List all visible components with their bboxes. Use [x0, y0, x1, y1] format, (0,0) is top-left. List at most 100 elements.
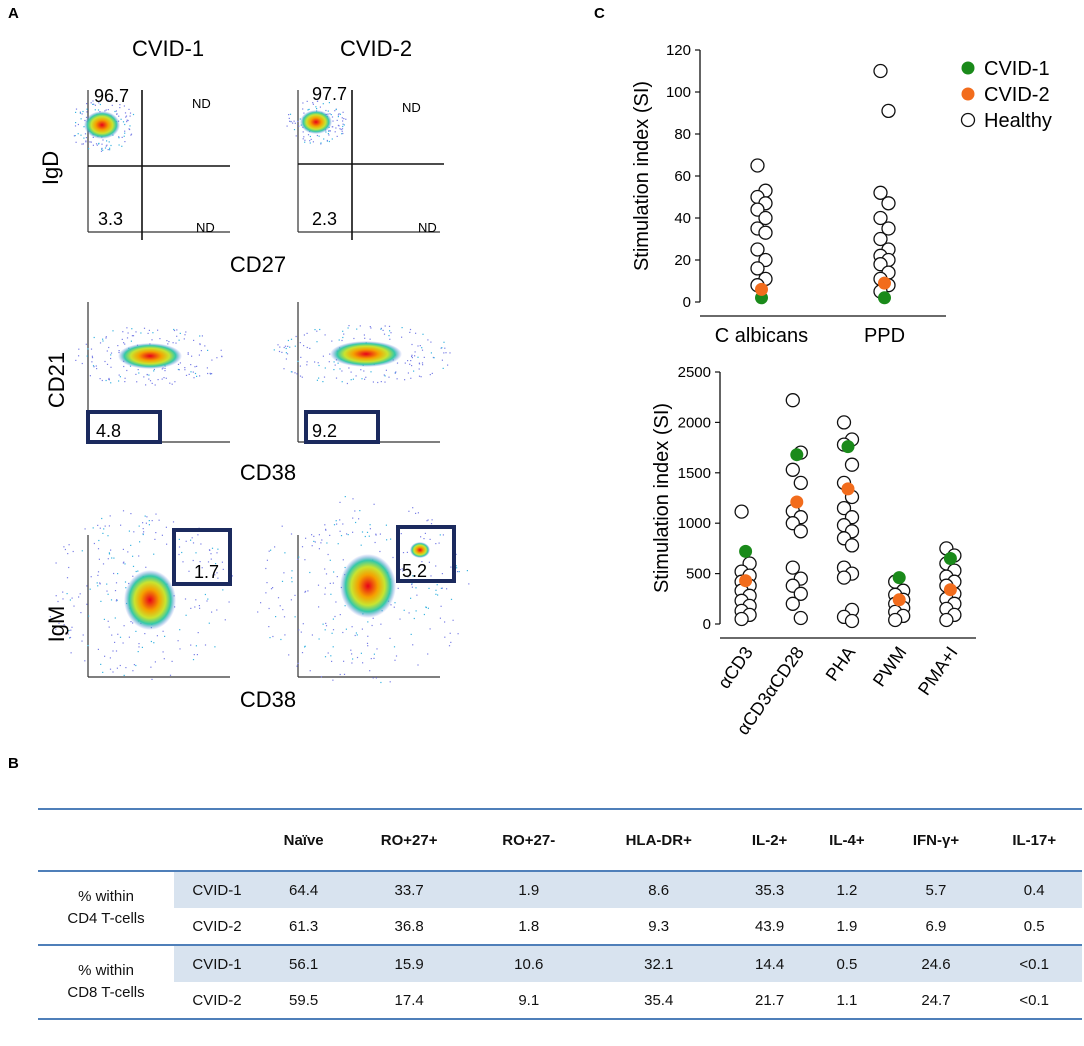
cell: 0.5: [986, 908, 1082, 946]
cell: 35.4: [586, 982, 731, 1020]
cell: 0.5: [808, 945, 886, 982]
cell: 24.7: [885, 982, 987, 1020]
flow-column-title-cvid2: CVID-2: [340, 36, 412, 61]
flow-plot-igd-cvid1: 96.7 ND 3.3 ND: [73, 86, 230, 240]
flow-plot-cd21-cvid2: 9.2: [273, 302, 451, 444]
data-point-healthy: [750, 158, 765, 173]
group-label-line: CD4 T-cells: [67, 910, 145, 927]
table-row: % within CD8 T-cells CVID-1 56.1 15.9 10…: [38, 945, 1082, 1020]
cell: 1.1: [808, 982, 886, 1020]
data-point-healthy: [881, 103, 896, 119]
chart-stimulation-mitogen: 0 500 1000 1500 2000 2500 Stimulation index (S…: [651, 364, 976, 739]
flow-cytometry-panel: CVID-1 CVID-2 IgD CD27 96.7 ND 3.3 ND 97…: [38, 36, 470, 712]
data-point-cvid-2: [790, 495, 804, 509]
data-point-healthy: [758, 225, 773, 240]
quadrant-top-right: ND: [402, 100, 421, 115]
panel-letter-c: C: [594, 5, 605, 22]
row-label: CVID-2: [174, 982, 260, 1020]
group-label-line: CD8 T-cells: [67, 984, 145, 1001]
cell: 9.1: [471, 982, 587, 1020]
cell: 33.7: [347, 871, 471, 908]
data-point-healthy: [750, 261, 765, 276]
flow-xlabel-cd38-2: CD38: [240, 687, 296, 712]
quadrant-bottom-right: ND: [418, 220, 437, 235]
row-label: CVID-1: [174, 871, 260, 908]
table-corner: [38, 808, 174, 871]
data-point-healthy: [793, 610, 808, 626]
group-label-cd8: % within CD8 T-cells: [38, 945, 174, 1020]
data-point-healthy: [844, 613, 860, 629]
cell: 6.9: [885, 908, 987, 946]
data-point-cvid-2: [755, 282, 768, 296]
data-point-healthy: [873, 185, 888, 200]
data-point-cvid-1: [943, 552, 957, 565]
data-point-healthy: [758, 210, 773, 226]
panel-letter-a: A: [8, 5, 19, 22]
cell: 61.3: [260, 908, 348, 946]
flow-plot-igd-cvid2: 97.7 ND 2.3 ND: [286, 84, 444, 240]
data-point-healthy: [873, 231, 888, 247]
density-hotspot: [118, 343, 182, 369]
gate-value: 4.8: [96, 421, 121, 441]
cell: 10.6: [471, 945, 587, 982]
data-point-cvid-1: [841, 440, 855, 454]
y-tick-label: 0: [683, 294, 691, 311]
table-row: CVID-2 61.3 36.8 1.8 9.3 43.9 1.9 6.9 0.…: [38, 908, 1082, 946]
data-point-cvid-1: [790, 448, 804, 462]
data-point-cvid-1: [878, 291, 891, 305]
flow-plot-igm-cvid1: 1.7: [49, 510, 233, 680]
cell: 1.9: [808, 908, 886, 946]
data-point-healthy: [873, 210, 888, 226]
data-point-healthy: [793, 475, 808, 491]
data-point-healthy: [734, 504, 749, 519]
y-tick-label: 20: [674, 252, 691, 269]
data-point-healthy: [888, 612, 903, 628]
data-point-healthy: [785, 596, 800, 611]
cell: <0.1: [986, 945, 1082, 982]
cell: 24.6: [885, 945, 987, 982]
legend-swatch-cvid2: [961, 87, 975, 101]
quadrant-bottom-left: 2.3: [312, 209, 337, 229]
cell: 1.2: [808, 871, 886, 908]
gate-box: [304, 410, 380, 444]
data-point-healthy: [836, 570, 852, 585]
legend-swatch-healthy: [960, 112, 976, 128]
flow-ylabel-igm: IgM: [44, 606, 69, 643]
data-point-healthy: [785, 462, 800, 477]
legend-swatch-cvid1: [961, 61, 975, 75]
y-tick-label: 2000: [678, 414, 711, 431]
gate-box: [86, 410, 162, 444]
data-point-healthy: [873, 63, 888, 79]
header-naive: Naïve: [260, 808, 348, 871]
y-tick-label: 1000: [678, 515, 711, 532]
gate-value: 9.2: [312, 421, 337, 441]
y-tick-label: 40: [674, 210, 691, 227]
event-dots: [49, 510, 233, 680]
event-dots: [257, 496, 470, 684]
x-category-label: PMA+I: [914, 643, 962, 699]
quadrant-top-left: 97.7: [312, 84, 347, 104]
data-point-cvid-2: [943, 583, 957, 597]
data-point-cvid-2: [739, 574, 753, 588]
data-point-healthy: [881, 221, 896, 236]
data-point-healthy: [734, 611, 749, 627]
data-point-healthy: [793, 586, 808, 601]
data-point-healthy: [785, 560, 800, 575]
cell: 43.9: [730, 908, 809, 946]
density-hotspot: [410, 542, 430, 558]
group-label-cd4: % within CD4 T-cells: [38, 871, 174, 946]
flow-ylabel-igd: IgD: [38, 151, 63, 185]
y-tick-label: 0: [703, 616, 711, 633]
header-il4: IL-4+: [808, 808, 886, 871]
gate-box: [172, 528, 232, 586]
cell: 32.1: [586, 945, 731, 982]
y-tick-label: 80: [674, 126, 691, 143]
flow-xlabel-cd27: CD27: [230, 252, 286, 277]
header-ifng: IFN-γ+: [885, 808, 987, 871]
data-point-cvid-2: [878, 276, 891, 290]
cell: 21.7: [730, 982, 809, 1020]
cell: 56.1: [260, 945, 348, 982]
flow-plot-cd21-cvid1: 4.8: [75, 302, 230, 444]
legend-label-healthy: Healthy: [984, 110, 1052, 132]
flow-column-title-cvid1: CVID-1: [132, 36, 204, 61]
